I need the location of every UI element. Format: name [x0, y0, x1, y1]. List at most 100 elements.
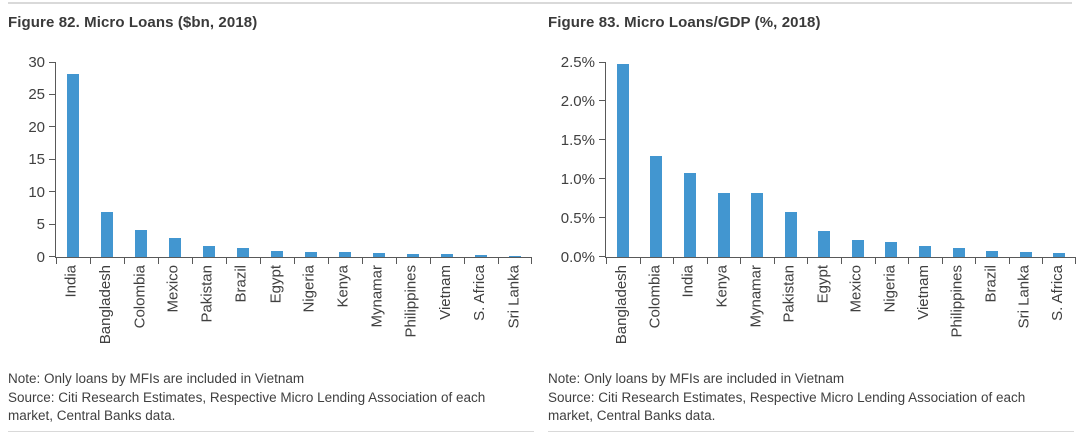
bar-bangladesh	[101, 212, 113, 257]
x-axis-label: Nigeria	[881, 265, 899, 313]
figure-83-note: Note: Only loans by MFIs are included in…	[548, 370, 1052, 426]
y-axis-label: 10	[28, 183, 45, 201]
x-axis-tick	[606, 258, 607, 264]
bar-brazil	[986, 250, 999, 257]
x-axis-label: Brazil	[233, 265, 250, 303]
x-axis-label: Brazil	[982, 265, 1000, 303]
x-axis-tick	[396, 258, 397, 264]
bar-kenya	[339, 252, 351, 257]
x-axis-tick	[908, 258, 910, 264]
bar-vietnam	[918, 246, 931, 257]
figure-83-panel: Figure 83. Micro Loans/GDP (%, 2018) 0.0…	[540, 4, 1080, 432]
bar-colombia	[135, 230, 147, 257]
y-axis-label: 0.5%	[560, 209, 595, 227]
x-axis-label: Sri Lanka	[1015, 265, 1033, 329]
y-axis-tick	[49, 126, 55, 127]
figure-82-note: Note: Only loans by MFIs are included in…	[8, 370, 512, 426]
bar-mynamar	[373, 253, 385, 257]
bar-brazil	[237, 247, 249, 257]
y-axis-tick	[49, 223, 55, 225]
x-axis-tick	[192, 258, 193, 264]
bar-bangladesh	[616, 64, 629, 257]
bar-s-africa	[1053, 253, 1066, 257]
y-axis-tick	[599, 100, 605, 101]
y-axis-tick	[599, 178, 605, 179]
x-axis-tick	[1042, 258, 1044, 264]
x-axis-labels: Bangladesh Colombia India Kenya Mynamar Pakis…	[605, 258, 1075, 362]
x-axis-label: Pakistan	[199, 265, 216, 323]
y-axis-tick	[599, 217, 605, 218]
y-axis-tick	[49, 191, 55, 192]
x-axis-tick	[464, 258, 465, 264]
x-axis-tick	[874, 258, 876, 264]
x-axis-tick	[673, 258, 675, 264]
y-axis-label: 30	[28, 53, 45, 71]
bottom-divider-right	[548, 430, 1074, 432]
x-axis-label: Egypt	[267, 265, 284, 304]
bar-pakistan	[784, 211, 797, 257]
bar-mexico	[851, 239, 864, 257]
bar-philippines	[952, 247, 965, 257]
x-axis-label: Kenya	[335, 265, 352, 308]
x-axis-tick	[841, 258, 842, 264]
figure-83-bar-chart: 0.0% 0.5% 1.0% 1.5% 2.0% 2.5% Bangladesh Colomb…	[548, 55, 1076, 362]
y-axis-tick	[599, 62, 605, 63]
x-axis-tick	[328, 258, 329, 264]
y-axis-tick	[599, 256, 605, 257]
x-axis-tick	[531, 258, 532, 264]
y-axis-tick	[49, 158, 55, 160]
x-axis-tick	[1075, 258, 1076, 264]
bar-nigeria	[885, 242, 898, 257]
x-axis-label: Philippines	[403, 265, 420, 338]
y-axis-tick	[49, 93, 55, 95]
y-axis-label: 1.0%	[560, 170, 595, 188]
x-axis-label: Mexico	[847, 265, 865, 313]
x-axis-tick	[975, 258, 977, 264]
x-axis-tick	[260, 258, 261, 264]
bar-kenya	[717, 193, 730, 257]
x-axis-tick	[158, 258, 159, 264]
x-axis-label: Mynamar	[747, 265, 765, 328]
figure-82-bar-chart: 0 5 10 15 20 25 30 India Bangladesh Colombia Mexic…	[8, 55, 534, 362]
x-axis-label: Mexico	[165, 265, 182, 313]
note-text: Note: Only loans by MFIs are included in…	[548, 371, 845, 386]
x-axis-label: Mynamar	[369, 265, 386, 328]
bar-egypt	[818, 231, 831, 257]
x-axis-label: Bangladesh	[612, 265, 630, 345]
x-axis-label: Philippines	[948, 265, 966, 338]
x-axis-tick	[362, 258, 363, 264]
x-axis-tick	[226, 258, 227, 264]
x-axis-tick	[1008, 258, 1010, 264]
figure-82-title: Figure 82. Micro Loans ($bn, 2018)	[8, 14, 258, 31]
x-axis-label: India	[63, 265, 80, 298]
bar-sri-lanka	[509, 256, 521, 257]
x-axis-tick	[90, 258, 91, 264]
x-axis-tick	[498, 258, 499, 264]
y-axis-label: 1.5%	[560, 131, 595, 149]
x-axis-tick	[430, 258, 431, 264]
bottom-divider-left	[8, 430, 534, 432]
y-axis-tick	[599, 139, 605, 140]
bar-india	[683, 172, 696, 257]
y-axis-label: 2.5%	[560, 53, 595, 71]
y-axis-tick	[49, 256, 55, 257]
y-axis-tick	[49, 62, 55, 63]
bar-s-africa	[475, 255, 487, 257]
y-axis-label: 15	[28, 151, 45, 168]
note-text: Note: Only loans by MFIs are included in…	[8, 371, 305, 386]
bar-mexico	[169, 238, 181, 257]
x-axis-tick	[639, 258, 641, 264]
y-axis-label: 25	[28, 86, 45, 103]
x-axis-tick	[807, 258, 809, 264]
x-axis-label: Sri Lanka	[505, 265, 522, 329]
x-axis-tick	[773, 258, 775, 264]
x-axis-tick	[124, 258, 125, 264]
bar-nigeria	[305, 251, 317, 257]
bar-india	[67, 73, 79, 257]
figure-panels: Figure 82. Micro Loans ($bn, 2018) 0 5 10 1…	[0, 4, 1080, 432]
x-axis-label: Vietnam	[437, 265, 454, 320]
x-axis-label: Pakistan	[780, 265, 798, 323]
x-axis-label: Colombia	[646, 265, 664, 329]
x-axis-tick	[740, 258, 742, 264]
